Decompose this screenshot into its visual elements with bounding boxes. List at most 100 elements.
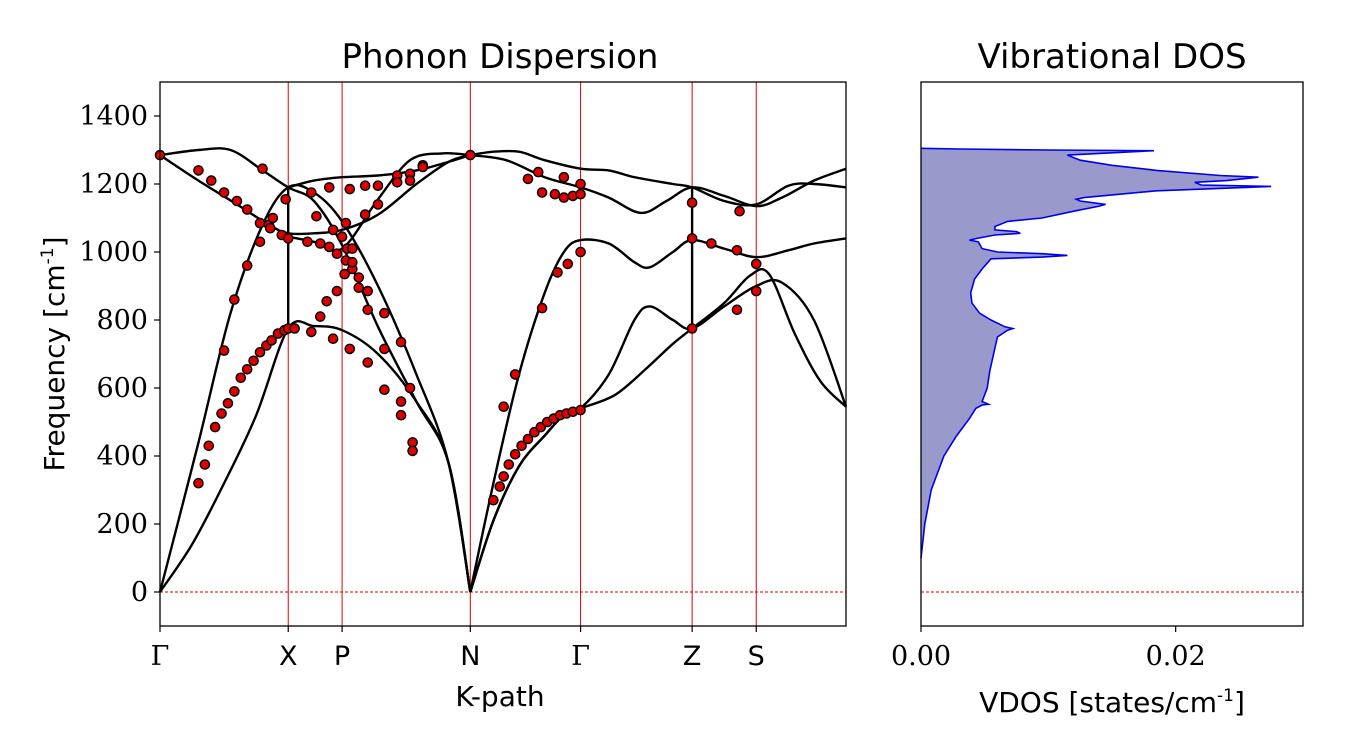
reference-point [266, 335, 277, 346]
reference-point [404, 382, 416, 394]
reference-point [498, 471, 509, 482]
reference-point [254, 236, 266, 248]
reference-point [731, 244, 743, 256]
reference-point [750, 258, 762, 270]
dispersion-branch [470, 153, 847, 215]
reference-point [516, 440, 527, 452]
reference-point [488, 494, 499, 506]
y-axis-label: Frequency [cm-1] [38, 236, 71, 471]
reference-point [314, 311, 326, 322]
reference-point [222, 397, 234, 409]
reference-point [536, 302, 548, 314]
reference-point [549, 188, 561, 200]
x-tick-label: Z [683, 641, 702, 672]
reference-point [257, 163, 268, 174]
dispersion-branch [470, 149, 847, 207]
reference-point [231, 195, 243, 207]
reference-point [241, 363, 253, 375]
reference-point [395, 396, 407, 407]
reference-point [344, 183, 356, 195]
vdos-fill-area [921, 148, 1272, 559]
dispersion-panel: Phonon Dispersion 0 200 400 600 800 1000 1200 1… [38, 37, 848, 713]
reference-point [336, 231, 348, 242]
x-tick-label: S [748, 641, 765, 672]
reference-point [536, 187, 548, 198]
reference-point [306, 326, 317, 338]
dispersion-branch [159, 147, 472, 593]
reference-points [154, 149, 762, 506]
reference-point [302, 236, 313, 248]
reference-point [731, 304, 743, 316]
vdos-x-tick-label: 0.00 [891, 641, 951, 672]
reference-point [331, 248, 343, 259]
reference-point [323, 241, 335, 253]
reference-point [417, 161, 429, 173]
reference-point [248, 355, 259, 367]
reference-point [241, 204, 253, 215]
dispersion-branch [469, 237, 847, 593]
reference-point [465, 149, 476, 161]
reference-point [323, 182, 335, 193]
reference-point [522, 173, 534, 185]
reference-point [552, 267, 563, 278]
reference-point [379, 384, 390, 396]
reference-point [391, 176, 403, 188]
dispersion-branch [159, 153, 471, 236]
reference-point [372, 180, 384, 191]
reference-point [395, 336, 407, 348]
x-axis-label: K-path [455, 680, 544, 713]
reference-point [282, 233, 294, 244]
vdos-panel: Vibrational DOS 0.00 0.02 VDOS [states/cm… [891, 37, 1304, 719]
reference-point [379, 343, 390, 355]
reference-point [314, 238, 326, 249]
y-axis-ticks: 0 200 400 600 800 1000 1200 1400 [79, 101, 160, 608]
y-tick-label: 600 [96, 373, 148, 404]
reference-point [209, 421, 221, 433]
y-tick-label: 1000 [79, 237, 148, 268]
reference-point [229, 294, 240, 305]
reference-point [331, 285, 343, 297]
reference-point [340, 217, 352, 229]
reference-point [532, 166, 544, 178]
reference-point [344, 343, 356, 355]
dispersion-axes-frame [159, 81, 847, 627]
reference-point [353, 272, 365, 283]
x-tick-label: N [460, 641, 480, 672]
reference-point [306, 187, 317, 198]
vdos-x-tick-label: 0.02 [1146, 641, 1206, 672]
reference-point [503, 459, 515, 470]
reference-point [254, 346, 266, 358]
reference-point [686, 323, 698, 334]
reference-point [522, 433, 534, 445]
y-tick-label: 1200 [79, 169, 148, 200]
reference-point [254, 217, 266, 229]
y-tick-label: 1400 [79, 101, 148, 132]
reference-point [193, 477, 204, 489]
dispersion-branch [159, 319, 472, 593]
reference-point [494, 481, 506, 492]
reference-point [264, 222, 276, 234]
y-tick-label: 0 [131, 577, 148, 608]
reference-point [218, 345, 230, 356]
reference-point [199, 459, 211, 470]
y-tick-label: 400 [96, 441, 148, 472]
reference-point [218, 187, 230, 198]
reference-point [216, 408, 227, 419]
x-tick-label: Γ [571, 641, 590, 672]
dispersion-branch [158, 183, 472, 593]
reference-point [706, 238, 717, 249]
reference-point [379, 307, 390, 319]
reference-point [193, 165, 204, 176]
high-symmetry-lines [287, 82, 757, 626]
reference-point [509, 369, 521, 380]
reference-point [686, 233, 698, 244]
y-tick-label: 200 [96, 509, 148, 540]
reference-point [289, 323, 300, 334]
reference-point [575, 246, 586, 258]
reference-point [562, 258, 574, 270]
reference-point [347, 256, 358, 268]
reference-point [362, 357, 374, 368]
reference-point [395, 409, 407, 421]
